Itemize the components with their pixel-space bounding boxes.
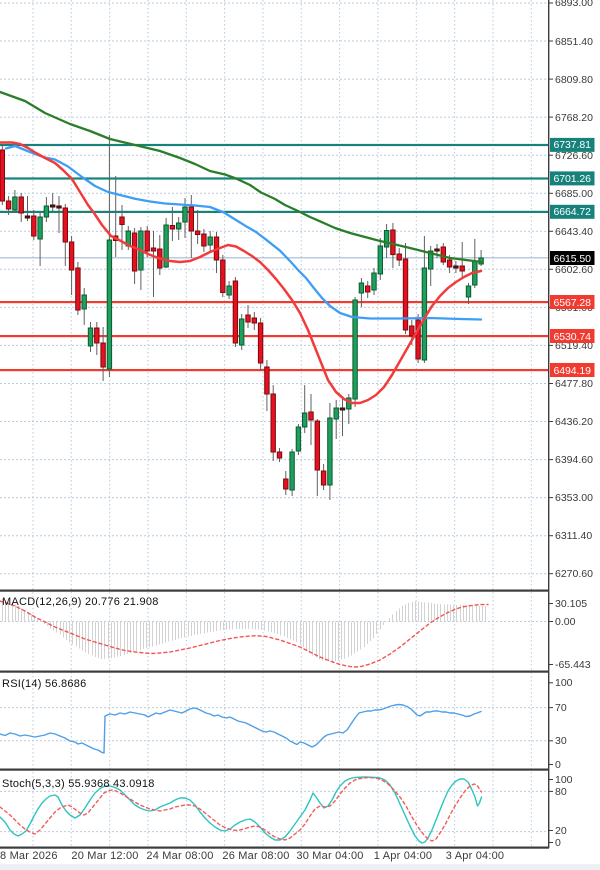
- svg-text:6701.26: 6701.26: [554, 173, 592, 185]
- svg-text:6394.60: 6394.60: [555, 454, 593, 466]
- svg-text:6851.40: 6851.40: [555, 36, 593, 48]
- svg-text:6602.60: 6602.60: [555, 264, 593, 276]
- svg-text:6768.20: 6768.20: [555, 112, 593, 124]
- svg-text:30.105: 30.105: [555, 598, 587, 610]
- svg-text:20 Mar 12:00: 20 Mar 12:00: [71, 850, 138, 862]
- svg-text:Stoch(5,3,3) 55.9368 43.0918: Stoch(5,3,3) 55.9368 43.0918: [2, 778, 155, 790]
- svg-text:6494.19: 6494.19: [554, 365, 592, 377]
- svg-text:100: 100: [555, 774, 573, 786]
- svg-text:6530.74: 6530.74: [554, 331, 592, 343]
- svg-text:6685.00: 6685.00: [555, 188, 593, 200]
- svg-text:6311.40: 6311.40: [555, 530, 592, 542]
- svg-text:80: 80: [555, 786, 567, 798]
- svg-text:6643.40: 6643.40: [555, 226, 593, 238]
- svg-text:3 Apr 04:00: 3 Apr 04:00: [446, 850, 504, 862]
- svg-text:6353.00: 6353.00: [555, 492, 593, 504]
- svg-text:6567.28: 6567.28: [554, 297, 592, 309]
- svg-text:-65.443: -65.443: [555, 659, 591, 671]
- svg-text:RSI(14) 56.8686: RSI(14) 56.8686: [2, 678, 86, 690]
- svg-text:1 Apr 04:00: 1 Apr 04:00: [374, 850, 432, 862]
- svg-text:MACD(12,26,9) 20.776 21.908: MACD(12,26,9) 20.776 21.908: [2, 596, 159, 608]
- svg-text:26 Mar 08:00: 26 Mar 08:00: [222, 850, 289, 862]
- svg-text:6270.60: 6270.60: [555, 568, 593, 580]
- svg-text:6726.60: 6726.60: [555, 150, 593, 162]
- svg-text:24 Mar 08:00: 24 Mar 08:00: [146, 850, 213, 862]
- svg-text:20: 20: [555, 825, 567, 837]
- svg-text:0.00: 0.00: [555, 616, 576, 628]
- svg-text:30: 30: [555, 735, 567, 747]
- svg-text:6893.00: 6893.00: [555, 0, 593, 9]
- svg-text:30 Mar 04:00: 30 Mar 04:00: [296, 850, 363, 862]
- svg-text:6737.81: 6737.81: [554, 139, 592, 151]
- svg-text:6436.20: 6436.20: [555, 416, 593, 428]
- svg-text:100: 100: [555, 677, 573, 689]
- svg-text:6809.80: 6809.80: [555, 74, 593, 86]
- svg-text:70: 70: [555, 702, 567, 714]
- svg-text:6615.50: 6615.50: [554, 253, 592, 265]
- svg-text:6664.72: 6664.72: [554, 206, 592, 218]
- svg-text:0: 0: [555, 837, 561, 849]
- svg-text:8 Mar 2026: 8 Mar 2026: [0, 850, 58, 862]
- svg-text:0: 0: [555, 759, 561, 771]
- svg-text:6477.80: 6477.80: [555, 378, 593, 390]
